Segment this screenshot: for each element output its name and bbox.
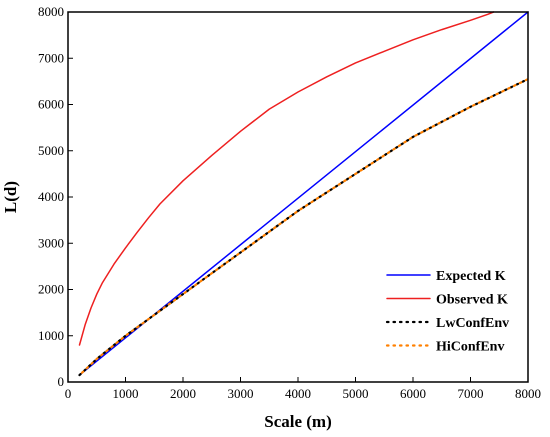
y-tick-label: 3000 <box>38 235 64 250</box>
legend-label: Expected K <box>436 269 506 284</box>
x-tick-label: 4000 <box>285 386 311 401</box>
y-tick-label: 1000 <box>38 328 64 343</box>
y-tick-label: 7000 <box>38 50 64 65</box>
axes: 0 1000 2000 3000 4000 5000 6000 7000 8000 0 1000 20… <box>38 4 541 401</box>
x-axis-title: Scale (m) <box>264 412 332 431</box>
y-tick-label: 8000 <box>38 4 64 19</box>
x-tick-label: 5000 <box>343 386 369 401</box>
series-line-hiconfenv <box>78 77 530 377</box>
legend: Expected K Observed K LwConfEnv HiConfEnv <box>385 269 509 355</box>
x-tick-label: 0 <box>65 386 72 401</box>
x-tick-label: 1000 <box>113 386 139 401</box>
y-tick-label: 2000 <box>38 282 64 297</box>
y-tick-label: 5000 <box>38 143 64 158</box>
legend-label: LwConfEnv <box>436 316 509 331</box>
y-tick-label: 0 <box>58 374 65 389</box>
y-tick-label: 4000 <box>38 189 64 204</box>
plot-lines <box>78 11 530 377</box>
legend-label: HiConfEnv <box>436 340 504 355</box>
x-tick-label: 8000 <box>515 386 541 401</box>
y-axis-title: L(d) <box>1 181 20 213</box>
series-line-lwconfenv <box>78 77 530 377</box>
x-tick-label: 3000 <box>228 386 254 401</box>
x-tick-label: 6000 <box>400 386 426 401</box>
y-tick-label: 6000 <box>38 97 64 112</box>
x-tick-label: 2000 <box>170 386 196 401</box>
series-line-observed-k <box>78 11 495 346</box>
x-tick-label: 7000 <box>458 386 484 401</box>
legend-label: Observed K <box>436 293 508 308</box>
